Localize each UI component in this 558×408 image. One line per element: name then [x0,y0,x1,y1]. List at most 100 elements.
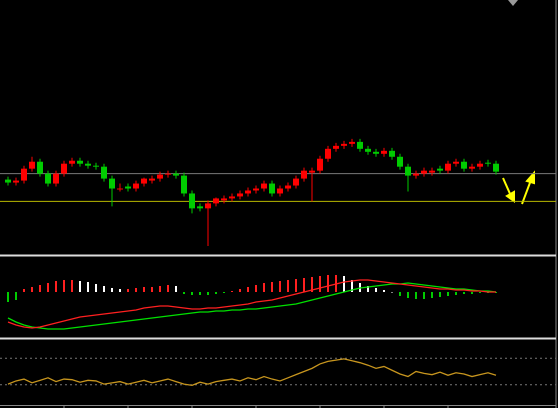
histogram-bar [47,283,49,292]
histogram-bar [327,275,329,292]
histogram-bar [431,292,433,298]
candle-body [173,173,179,176]
candle-body [485,162,491,164]
histogram-bar [207,292,209,295]
histogram-bar [55,281,57,292]
candle-body [317,158,323,171]
candle-body [453,161,459,164]
candle-body [53,173,59,184]
histogram-bar [159,286,161,292]
histogram-bar [311,277,313,292]
candle-body [157,174,163,179]
candle-body [405,166,411,176]
histogram-bar [87,282,89,292]
candle-body [93,165,99,167]
candle-body [69,160,75,164]
histogram-bar [231,291,233,292]
candle-body [213,198,219,204]
histogram-bar [119,289,121,292]
histogram-bar [223,292,225,293]
candle-body [101,166,107,179]
histogram-bar [447,292,449,296]
candle-body [165,173,171,175]
arrow-down [502,177,512,197]
histogram-bar [7,292,9,302]
histogram-bar [255,285,257,292]
histogram-bar [239,289,241,292]
candle-body [117,188,123,190]
candle-body [429,170,435,173]
histogram-bar [111,288,113,292]
candle-body [181,175,187,194]
histogram-bar [463,292,465,294]
candle-body [237,193,243,197]
histogram-bar [479,292,481,293]
candle-body [245,190,251,194]
candle-body [261,183,267,189]
candle-body [133,183,139,189]
scroll-marker [508,0,518,6]
arrow-head [505,190,515,203]
histogram-bar [183,292,185,294]
candle-body [389,150,395,157]
histogram-bar [391,292,393,293]
candle-body [149,178,155,181]
candle-body [29,161,35,169]
histogram-bar [167,285,169,292]
candle-body [253,188,259,191]
candle-body [85,163,91,166]
histogram-bar [423,292,425,299]
candle-body [381,150,387,154]
candle-body [221,198,227,201]
candle-body [61,163,67,174]
candle-body [125,186,131,189]
oscillator-line [7,358,497,387]
histogram-bar [271,282,273,292]
candle-body [189,193,195,209]
candle-body [5,179,11,183]
histogram-bar [303,278,305,292]
histogram-bar [95,284,97,292]
candle-body [293,178,299,186]
histogram-bar [199,292,201,295]
histogram-bar [295,279,297,292]
histogram-bar [455,292,457,295]
candle-body [477,163,483,167]
histogram-bar [143,287,145,292]
candle-body [197,206,203,209]
histogram-bar [191,292,193,295]
candle-body [413,173,419,176]
candle-body [397,156,403,167]
histogram-bar [135,288,137,292]
candle-body [365,148,371,152]
candle-body [461,161,467,169]
candle-body [325,148,331,159]
histogram-bar [23,289,25,292]
histogram-bar [15,292,17,300]
candle-body [285,185,291,189]
candle-body [277,188,283,194]
macd-line [7,279,496,329]
histogram-bar [247,287,249,292]
histogram-bar [399,292,401,296]
candle-body [357,141,363,149]
histogram-bar [127,289,129,292]
candle-body [205,203,211,209]
histogram-bar [351,280,353,292]
histogram-bar [439,292,441,297]
histogram-bar [103,286,105,292]
histogram-bar [319,276,321,292]
histogram-bar [279,281,281,292]
histogram-bar [71,280,73,292]
candle-body [373,151,379,154]
candle-body [341,143,347,146]
arrow-head [525,170,535,185]
candle-body [45,173,51,184]
macd-line [7,282,497,330]
candle-body [269,183,275,194]
histogram-bar [367,286,369,292]
arrow-up [521,179,532,205]
candle-body [21,168,27,181]
